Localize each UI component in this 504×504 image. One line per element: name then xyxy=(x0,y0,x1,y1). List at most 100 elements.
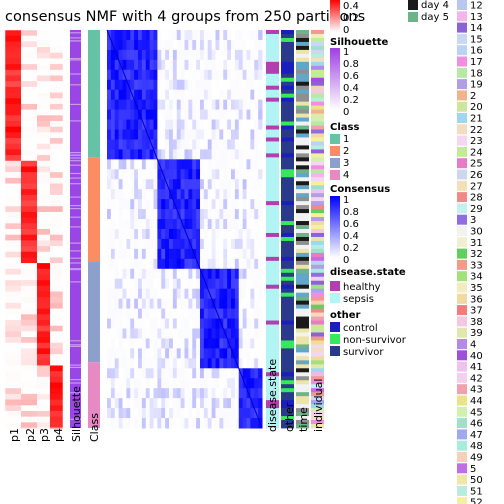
consensus-cell xyxy=(219,358,224,369)
consensus-cell xyxy=(246,69,251,81)
time-cell xyxy=(296,288,309,294)
consensus-cell xyxy=(258,159,263,170)
prob-cell xyxy=(37,86,50,94)
consensus-cell xyxy=(211,149,217,160)
consensus-cell xyxy=(219,378,224,389)
consensus-cell xyxy=(223,89,228,101)
individual-cell xyxy=(311,53,324,59)
consensus-cell xyxy=(254,288,259,300)
consensus-cell xyxy=(157,328,162,339)
consensus-cell xyxy=(250,308,255,320)
consensus-cell xyxy=(172,219,178,230)
consensus-cell xyxy=(153,288,158,300)
consensus-cell xyxy=(246,129,251,140)
consensus-cell xyxy=(110,258,116,270)
consensus-cell xyxy=(110,49,116,61)
class-legend-label: 3 xyxy=(343,158,349,169)
consensus-cell xyxy=(231,179,236,190)
consensus-cell xyxy=(223,199,228,210)
consensus-cell xyxy=(207,119,213,130)
consensus-cell xyxy=(227,179,232,190)
time-legend-label: day 4 xyxy=(421,0,449,11)
consensus-cell xyxy=(192,39,197,51)
consensus-cell xyxy=(196,39,201,51)
consensus-cell xyxy=(180,169,186,180)
consensus-cell xyxy=(161,229,166,240)
consensus-cell xyxy=(250,189,255,200)
consensus-cell xyxy=(126,418,131,429)
consensus-cell xyxy=(134,119,139,130)
consensus-cell xyxy=(172,99,178,111)
consensus-cell xyxy=(200,159,205,170)
time-cell xyxy=(296,213,309,218)
prob-cell xyxy=(50,120,63,128)
consensus-cell xyxy=(145,418,151,429)
prob-cell xyxy=(5,348,21,355)
consensus-cell xyxy=(169,229,174,240)
consensus-cell xyxy=(207,408,213,419)
time-cell xyxy=(296,129,309,134)
disease-state-cell xyxy=(266,149,279,154)
prob-frame xyxy=(4,29,64,429)
consensus-cell xyxy=(134,338,139,349)
consensus-cell xyxy=(172,348,178,359)
consensus-cell xyxy=(219,129,224,140)
consensus-cell xyxy=(126,99,131,111)
consensus-cell xyxy=(227,209,232,220)
consensus-cell xyxy=(200,318,205,329)
consensus-cell xyxy=(207,149,213,160)
consensus-cell xyxy=(172,238,178,250)
consensus-cell xyxy=(227,368,232,379)
consensus-cell xyxy=(258,89,263,101)
consensus-cell xyxy=(227,59,232,71)
consensus-cell xyxy=(196,99,201,111)
consensus-cell xyxy=(188,109,193,121)
consensus-cell xyxy=(107,79,112,91)
silhouette-cell xyxy=(70,59,81,61)
consensus-cell xyxy=(215,288,220,300)
consensus-cell xyxy=(184,169,189,180)
other-cell xyxy=(281,149,294,154)
prob-cell xyxy=(50,58,63,65)
consensus-cell xyxy=(149,328,155,339)
consensus-cell xyxy=(258,368,263,379)
silhouette-legend-bar xyxy=(330,48,340,110)
prob-cell xyxy=(5,109,21,116)
consensus-cell xyxy=(219,159,224,170)
consensus-cell xyxy=(207,139,213,150)
prob-cell xyxy=(21,257,37,264)
consensus-cell xyxy=(130,338,135,349)
consensus-cell xyxy=(223,348,228,359)
consensus-cell xyxy=(176,59,182,71)
consensus-cell xyxy=(138,179,143,190)
consensus-cell xyxy=(250,368,255,379)
time-cell xyxy=(296,408,309,413)
other-cell xyxy=(281,133,294,138)
consensus-cell xyxy=(227,69,232,81)
consensus-cell xyxy=(203,30,209,41)
consensus-cell xyxy=(246,59,251,71)
consensus-cell xyxy=(141,398,147,409)
disease-state-cell xyxy=(266,392,279,397)
consensus-cell xyxy=(134,318,139,329)
consensus-cell xyxy=(169,159,174,170)
disease-state-cell xyxy=(266,260,279,266)
consensus-cell xyxy=(238,328,244,339)
consensus-cell xyxy=(157,368,162,379)
consensus-cell xyxy=(242,318,248,329)
prob-cell xyxy=(21,172,37,179)
prob-cell xyxy=(50,183,63,190)
consensus-cell xyxy=(254,109,259,121)
disease-state-cell xyxy=(266,400,279,405)
consensus-cell xyxy=(118,408,124,419)
consensus-cell xyxy=(207,278,213,290)
consensus-cell xyxy=(176,129,182,140)
other-cell xyxy=(281,252,294,258)
consensus-cell xyxy=(180,308,186,320)
consensus-cell xyxy=(110,338,116,349)
other-cell xyxy=(281,41,294,47)
individual-legend-swatch xyxy=(457,124,467,135)
consensus-cell xyxy=(107,179,112,190)
other-cell xyxy=(281,420,294,425)
consensus-cell xyxy=(161,238,166,250)
